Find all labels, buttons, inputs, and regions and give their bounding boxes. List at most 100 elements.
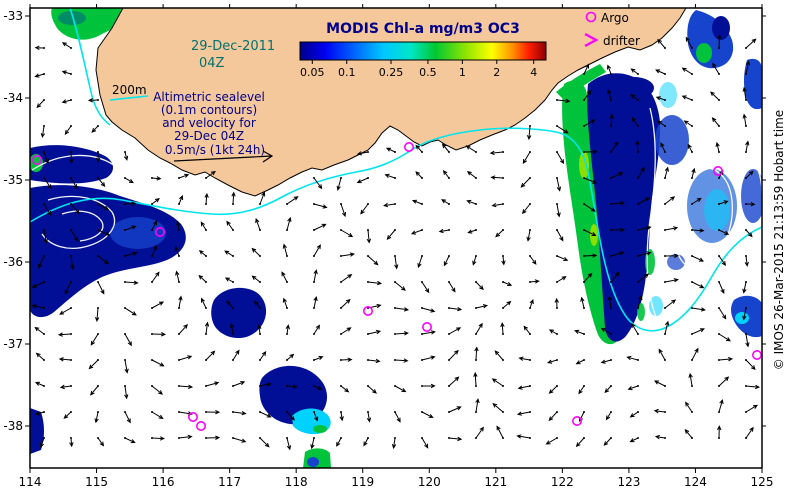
drifter-legend-label: drifter [603,34,640,48]
velocity-arrow [606,64,612,75]
velocity-arrow [517,385,531,390]
velocity-arrow-origin [394,385,396,387]
velocity-arrow-origin [367,255,369,257]
argo-float-marker [403,142,414,153]
velocity-arrow [637,225,652,231]
velocity-arrow-origin [529,307,531,309]
velocity-arrow [363,437,369,447]
chlorophyll-layer [30,8,762,468]
velocity-arrow [232,410,247,416]
velocity-arrow-origin [340,411,342,413]
velocity-arrow-origin [394,281,396,283]
chl-patch [696,43,712,63]
colorbar-tick-label: 2 [493,66,500,79]
velocity-arrow [61,42,72,49]
velocity-arrow-origin [178,281,180,283]
velocity-arrow [711,117,720,127]
velocity-arrow-origin [529,177,531,179]
velocity-arrow [745,201,756,207]
velocity-arrow [466,199,477,205]
velocity-arrow-origin [367,385,369,387]
velocity-arrow [742,307,747,321]
velocity-arrow [448,306,463,312]
chl-patch [649,296,663,316]
velocity-arrow-origin [70,411,72,413]
velocity-arrow [745,60,751,75]
velocity-arrow-origin [664,437,666,439]
velocity-arrow-origin [502,255,504,257]
velocity-arrow-origin [556,125,558,127]
velocity-arrow [742,281,747,294]
velocity-arrow [31,281,45,288]
velocity-arrow [556,151,565,165]
velocity-arrow-origin [151,359,153,361]
velocity-arrow-origin [313,255,315,257]
velocity-arrow-origin [583,229,585,231]
velocity-arrow-origin [313,385,315,387]
velocity-arrow-origin [151,203,153,205]
sealevel-contour [41,195,116,249]
velocity-arrow [336,177,342,191]
velocity-arrow [124,307,137,316]
velocity-arrow-origin [664,359,666,361]
velocity-arrow-origin [556,281,558,283]
velocity-arrow [691,281,705,289]
velocity-arrow [664,278,679,283]
velocity-arrow [178,355,193,361]
velocity-arrow [90,333,99,346]
x-axis-tick-label: 119 [351,475,374,489]
velocity-arrow [124,411,131,424]
velocity-arrow-origin [583,151,585,153]
velocity-arrow [583,177,598,184]
velocity-arrow [421,330,436,335]
velocity-arrow-origin [421,411,423,413]
velocity-arrow [69,151,74,164]
argo-float-marker [362,305,373,316]
velocity-arrow [310,437,315,450]
velocity-arrow-origin [745,73,747,75]
velocity-arrow-origin [610,307,612,309]
velocity-arrow-origin [313,307,315,309]
velocity-arrow-origin [529,437,531,439]
velocity-arrow [448,349,459,361]
velocity-arrow-origin [475,333,477,335]
velocity-arrow-origin [340,437,342,439]
velocity-arrow-origin [394,411,396,413]
velocity-arrow-origin [691,229,693,231]
velocity-arrow-origin [718,333,720,335]
velocity-arrow [529,255,537,265]
velocity-arrow-origin [394,203,396,205]
velocity-arrow-origin [313,359,315,361]
annotation-line: 29-Dec 04Z [174,129,244,143]
velocity-arrow [124,201,137,206]
velocity-arrow [259,350,267,361]
velocity-arrow [204,321,210,335]
velocity-arrow-origin [124,437,126,439]
velocity-arrow [583,149,598,154]
velocity-arrow [97,229,111,236]
velocity-arrow-origin [43,73,45,75]
velocity-arrow [178,434,193,440]
velocity-arrow [91,125,99,133]
colorbar-tick-label: 4 [530,66,537,79]
velocity-arrow [548,385,558,394]
velocity-arrow [34,381,45,387]
velocity-arrow [360,203,369,215]
velocity-arrow [367,329,382,335]
velocity-arrow-origin [556,359,558,361]
velocity-arrow [394,307,410,312]
velocity-arrow [151,359,165,367]
velocity-arrow [61,99,72,104]
velocity-arrow-origin [340,203,342,205]
velocity-arrow-origin [745,177,747,179]
velocity-arrow [421,437,429,449]
velocity-arrow [286,411,295,421]
velocity-arrow [394,331,409,336]
x-axis-tick-label: 122 [551,475,574,489]
velocity-arrow [473,371,478,387]
velocity-arrow [394,411,401,423]
velocity-arrow [204,192,209,205]
velocity-arrow-origin [259,255,261,257]
velocity-arrow [340,357,353,362]
